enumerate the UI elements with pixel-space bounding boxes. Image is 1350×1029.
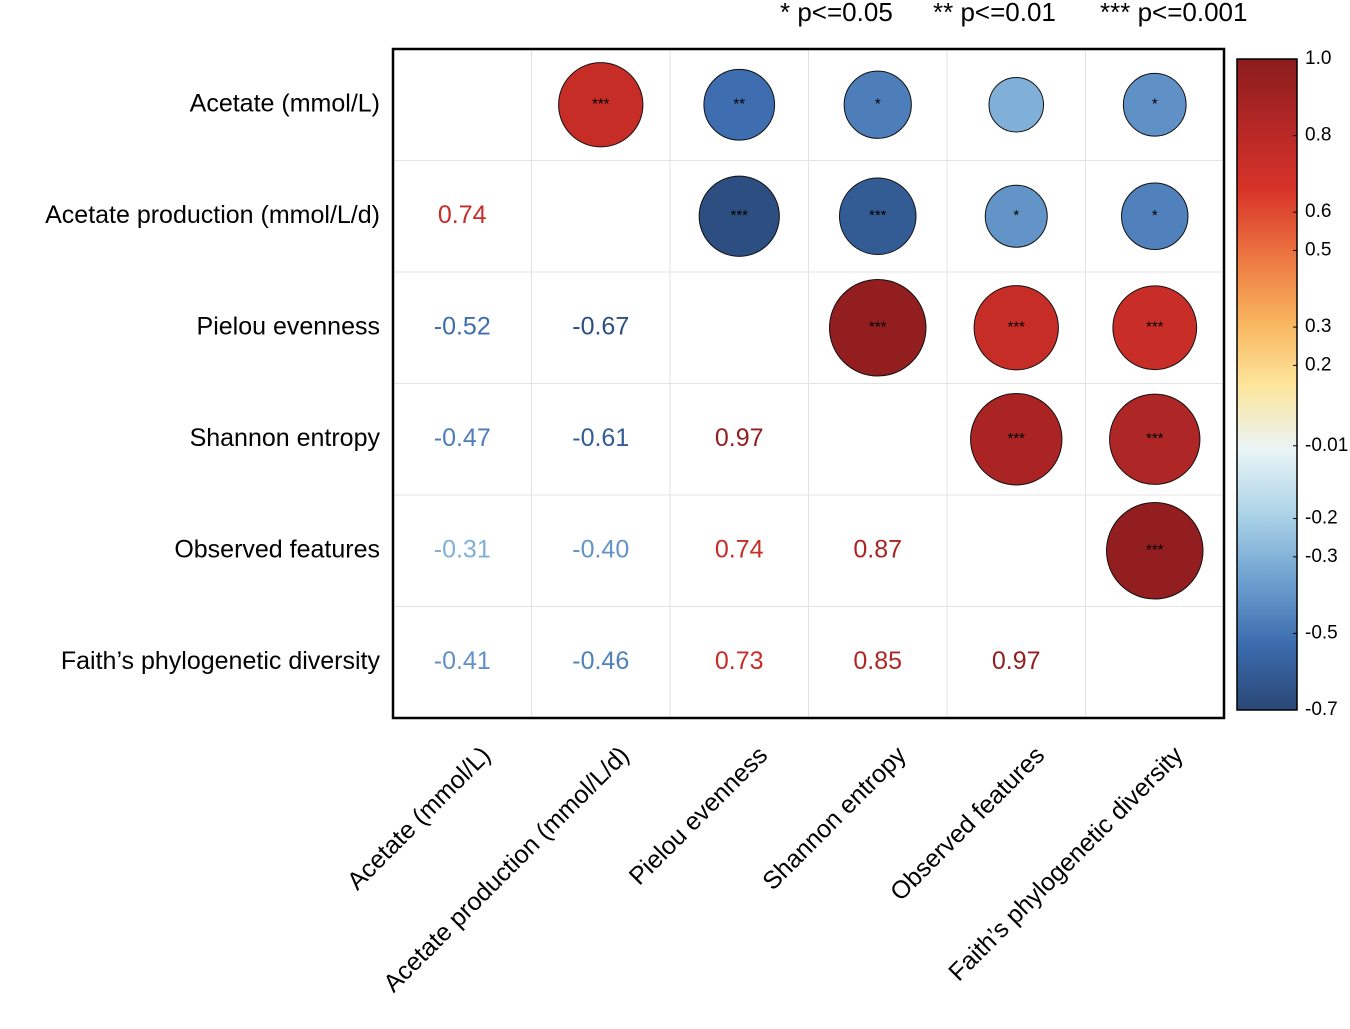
significance-stars: *** bbox=[1007, 319, 1025, 336]
value-label: -0.41 bbox=[434, 647, 491, 675]
colorbar-tick-label: -0.01 bbox=[1305, 435, 1348, 456]
significance-stars: * bbox=[1152, 207, 1158, 224]
colorbar-tick-label: 0.3 bbox=[1305, 316, 1331, 337]
row-label: Pielou evenness bbox=[197, 312, 380, 340]
significance-stars: *** bbox=[1146, 542, 1164, 559]
colorbar-tick-label: -0.3 bbox=[1305, 546, 1338, 567]
value-label: -0.67 bbox=[572, 312, 629, 340]
significance-stars: *** bbox=[869, 207, 887, 224]
value-label: 0.87 bbox=[853, 535, 902, 563]
value-label: -0.46 bbox=[572, 647, 629, 675]
significance-legend: * p<=0.05 bbox=[780, 0, 893, 27]
row-label: Acetate (mmol/L) bbox=[190, 89, 380, 117]
significance-stars: *** bbox=[730, 207, 748, 224]
column-label: Acetate production (mmol/L/d) bbox=[378, 741, 635, 998]
significance-stars: ** bbox=[733, 96, 745, 113]
corr-circle bbox=[828, 278, 927, 377]
value-label: -0.31 bbox=[434, 535, 491, 563]
significance-legend: ** p<=0.01 bbox=[933, 0, 1056, 27]
colorbar-tick-label: 0.2 bbox=[1305, 354, 1331, 375]
significance-stars: * bbox=[875, 96, 881, 113]
colorbar-tick-label: -0.7 bbox=[1305, 699, 1338, 720]
colorbar-tick-label: 0.8 bbox=[1305, 125, 1331, 146]
plot-frame bbox=[391, 47, 1226, 720]
significance-legend: *** p<=0.001 bbox=[1100, 0, 1247, 27]
corr-circle bbox=[843, 70, 912, 139]
corr-circle bbox=[1109, 393, 1201, 485]
value-label: 0.74 bbox=[715, 535, 764, 563]
corr-circle bbox=[698, 175, 780, 257]
corr-circle bbox=[973, 285, 1059, 371]
column-label: Pielou evenness bbox=[624, 741, 774, 891]
column-label: Shannon entropy bbox=[757, 741, 912, 896]
significance-stars: *** bbox=[869, 319, 887, 336]
corr-circle bbox=[970, 393, 1063, 486]
corr-circle bbox=[1121, 182, 1189, 250]
value-label: 0.97 bbox=[715, 424, 764, 452]
value-label: 0.97 bbox=[992, 647, 1041, 675]
corr-circle bbox=[1122, 72, 1187, 137]
colorbar-tick-label: 0.5 bbox=[1305, 239, 1331, 260]
significance-stars: * bbox=[1013, 207, 1019, 224]
value-label: -0.52 bbox=[434, 312, 491, 340]
corr-circle bbox=[1105, 501, 1204, 600]
value-label: 0.85 bbox=[853, 647, 902, 675]
corr-circle bbox=[838, 177, 917, 256]
colorbar-tick-label: -0.5 bbox=[1305, 622, 1338, 643]
column-label: Observed features bbox=[885, 741, 1050, 906]
corr-circle bbox=[988, 76, 1045, 133]
column-label: Acetate (mmol/L) bbox=[342, 741, 496, 895]
corr-circle bbox=[703, 68, 776, 141]
value-label: -0.47 bbox=[434, 424, 491, 452]
row-label: Faith’s phylogenetic diversity bbox=[61, 647, 381, 675]
value-label: 0.74 bbox=[438, 201, 487, 229]
row-label: Shannon entropy bbox=[190, 424, 381, 452]
colorbar-tick-label: 1.0 bbox=[1305, 48, 1331, 69]
colorbar-tick-label: -0.2 bbox=[1305, 508, 1338, 529]
corr-circle bbox=[1112, 285, 1198, 371]
corr-circle bbox=[558, 62, 644, 148]
value-label: -0.61 bbox=[572, 424, 629, 452]
significance-stars: *** bbox=[1146, 319, 1164, 336]
colorbar-tick-label: 0.6 bbox=[1305, 201, 1331, 222]
value-label: -0.40 bbox=[572, 535, 629, 563]
row-label: Acetate production (mmol/L/d) bbox=[45, 201, 380, 229]
column-label: Faith’s phylogenetic diversity bbox=[943, 741, 1189, 987]
significance-stars: * bbox=[1152, 96, 1158, 113]
significance-stars: *** bbox=[1146, 430, 1164, 447]
corr-circle bbox=[984, 184, 1048, 248]
colorbar bbox=[1236, 58, 1298, 711]
value-label: 0.73 bbox=[715, 647, 764, 675]
significance-stars: *** bbox=[592, 96, 610, 113]
significance-stars: *** bbox=[1007, 430, 1025, 447]
row-label: Observed features bbox=[174, 535, 380, 563]
